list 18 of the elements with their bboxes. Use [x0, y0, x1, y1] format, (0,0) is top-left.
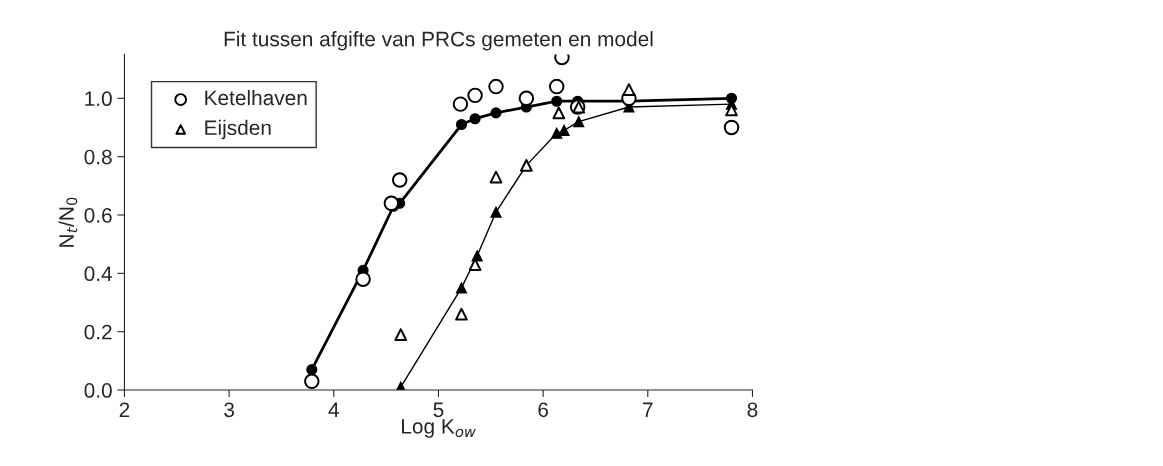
chart-title: Fit tussen afgifte van PRCs gemeten en model	[224, 31, 653, 51]
x-tick-label: 7	[643, 402, 653, 417]
y-tick-label: 0.6	[84, 207, 112, 223]
y-tick-label: 0.4	[84, 266, 113, 282]
x-tick-label: 3	[224, 402, 234, 418]
y-axis-title: N$_{t}$/N$_{0}$	[58, 197, 78, 247]
x-tick-label: 2	[119, 402, 130, 417]
x-tick-label: 6	[538, 402, 548, 418]
y-tick-label: 0.8	[84, 149, 112, 165]
x-tick-label: 4	[328, 402, 339, 417]
legend-label: Ketelhaven	[205, 89, 307, 106]
legend-label: Eijsden	[205, 119, 271, 140]
x-tick-label: 5	[433, 402, 444, 418]
x-axis-title: Log K$_{ow}$	[402, 419, 476, 438]
x-tick-label: 8	[747, 402, 758, 418]
y-tick-label: 1.0	[85, 91, 112, 107]
y-tick-label: 0.2	[84, 324, 112, 340]
y-tick-label: 0.0	[84, 383, 112, 398]
